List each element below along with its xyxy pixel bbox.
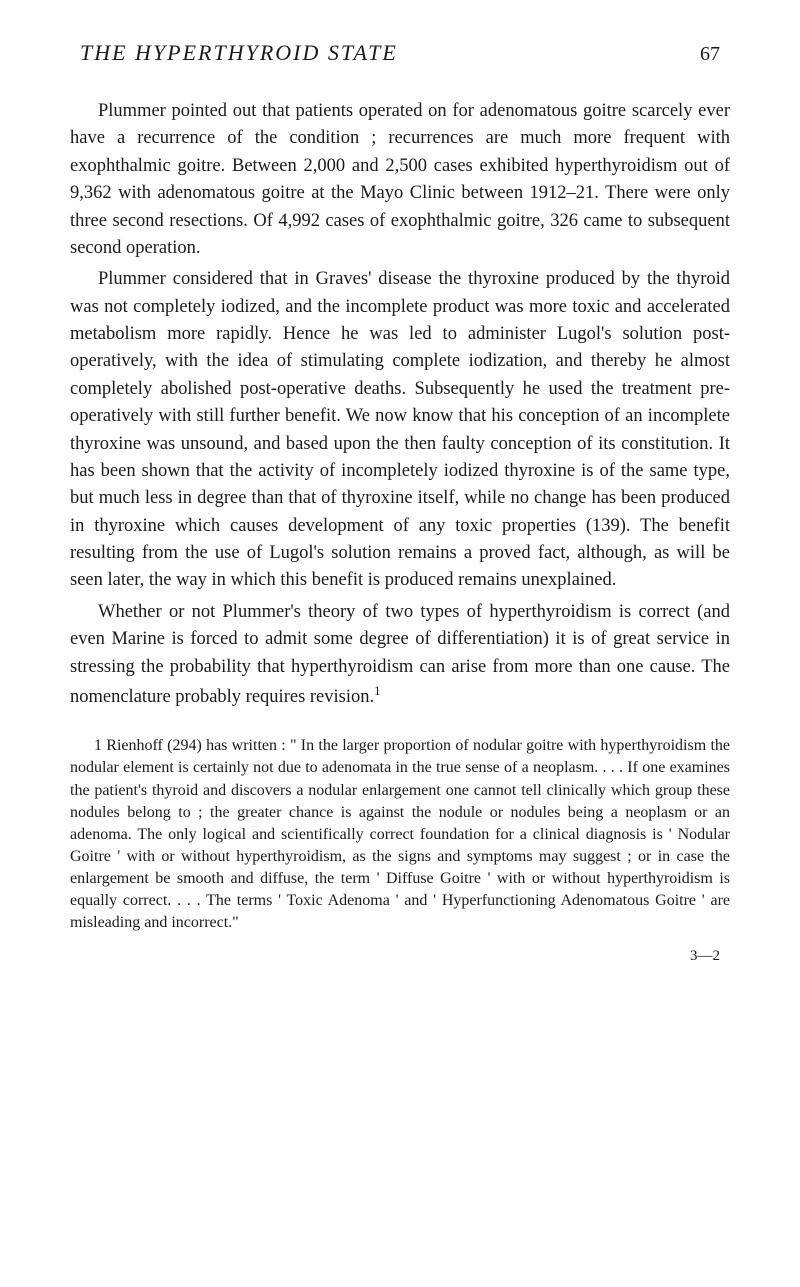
main-text-block: Plummer pointed out that patients operat… — [70, 98, 730, 711]
footnote-1: 1 Rienhoff (294) has written : " In the … — [70, 735, 730, 934]
paragraph-3: Whether or not Plummer's theory of two t… — [70, 599, 730, 712]
footnote-ref: 1 — [374, 683, 380, 698]
paragraph-3-text: Whether or not Plummer's theory of two t… — [70, 602, 730, 707]
page-number: 67 — [700, 43, 720, 66]
running-title: THE HYPERTHYROID STATE — [80, 40, 398, 66]
page-header: THE HYPERTHYROID STATE 67 — [70, 40, 730, 66]
signature-mark: 3—2 — [70, 948, 730, 965]
paragraph-2: Plummer considered that in Graves' disea… — [70, 266, 730, 595]
paragraph-1: Plummer pointed out that patients operat… — [70, 98, 730, 262]
